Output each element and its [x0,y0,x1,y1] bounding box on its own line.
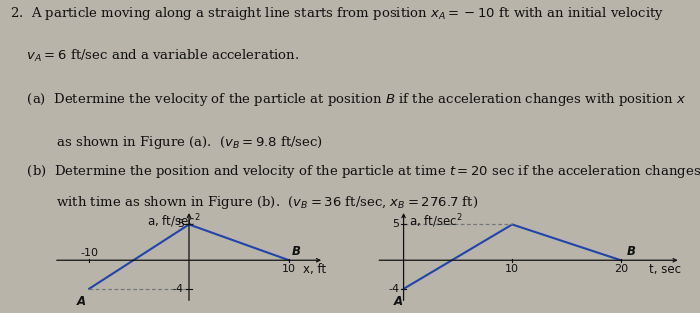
Text: 5: 5 [392,219,399,229]
Text: 10: 10 [282,264,296,274]
Text: with time as shown in Figure (b).  ($v_B = 36$ ft/sec, $x_B = 276.7$ ft): with time as shown in Figure (b). ($v_B … [10,194,479,211]
Text: -4: -4 [388,284,399,294]
Text: -4: -4 [173,284,184,294]
Text: t, sec: t, sec [649,263,680,276]
Text: -10: -10 [80,248,98,258]
Text: 10: 10 [505,264,519,274]
Text: 20: 20 [614,264,628,274]
Text: B: B [292,245,301,258]
Text: (b)  Determine the position and velocity of the particle at time $t = 20$ sec if: (b) Determine the position and velocity … [10,163,700,180]
Text: A: A [76,295,85,308]
Text: 2.  A particle moving along a straight line starts from position $x_A = -10$ ft : 2. A particle moving along a straight li… [10,5,665,22]
Text: a, ft/sec$^2$: a, ft/sec$^2$ [147,212,201,230]
Text: as shown in Figure (a).  ($v_B = 9.8$ ft/sec): as shown in Figure (a). ($v_B = 9.8$ ft/… [10,134,323,151]
Text: $v_A = 6$ ft/sec and a variable acceleration.: $v_A = 6$ ft/sec and a variable accelera… [10,48,300,64]
Text: a, ft/sec$^2$: a, ft/sec$^2$ [410,212,463,230]
Text: A: A [393,295,402,308]
Text: 5: 5 [177,219,184,229]
Text: B: B [626,245,636,258]
Text: (a)  Determine the velocity of the particle at position $B$ if the acceleration : (a) Determine the velocity of the partic… [10,91,687,108]
Text: x, ft: x, ft [303,263,326,276]
